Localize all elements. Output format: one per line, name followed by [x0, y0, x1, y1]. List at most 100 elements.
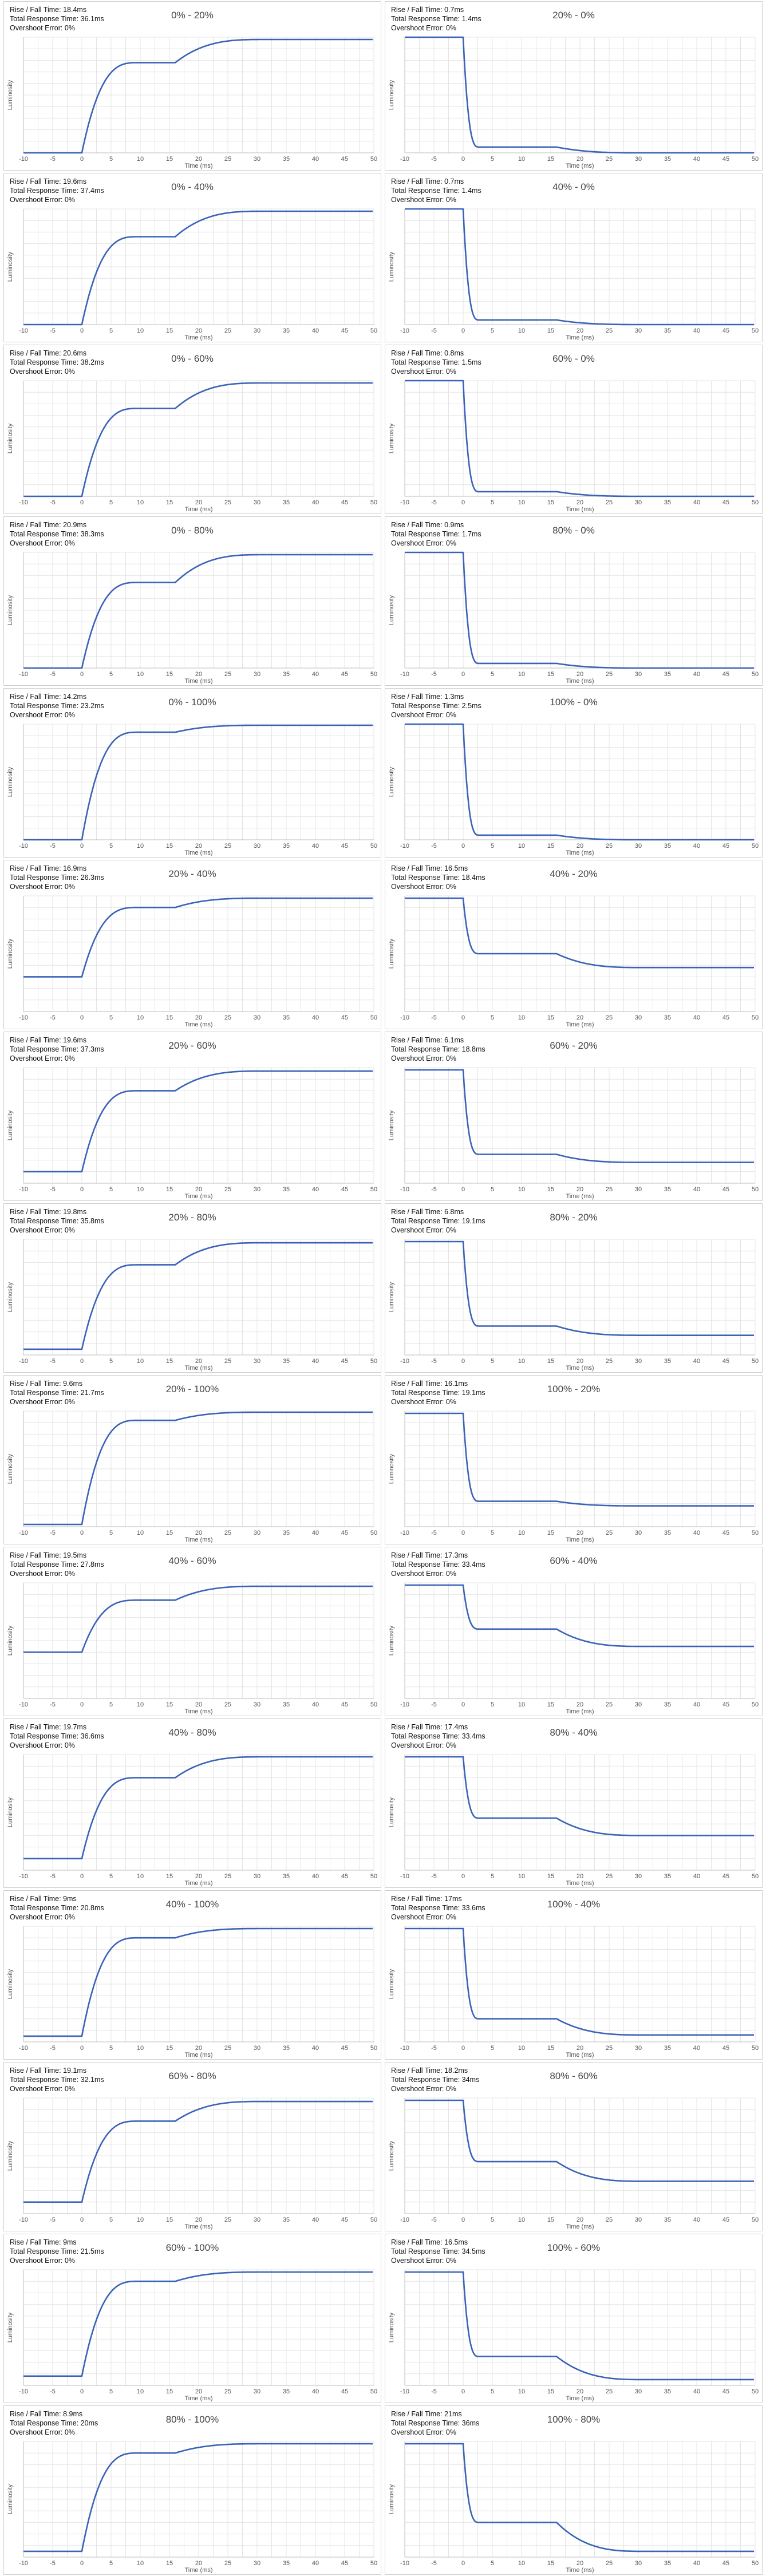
x-tick-label: -10 [19, 1873, 28, 1880]
chart-panel: Rise / Fall Time: 20.6ms Total Response T… [3, 345, 381, 514]
y-axis-label: Luminosity [388, 1625, 395, 1656]
x-axis-label: Time (ms) [566, 678, 594, 685]
stat-overshoot: Overshoot Error: 0% [391, 368, 456, 376]
stat-rise-fall: Rise / Fall Time: 0.7ms [391, 177, 464, 185]
luminosity-series-line [23, 1585, 373, 1653]
chart-panel: Rise / Fall Time: 21ms Total Response Tim… [385, 2405, 763, 2575]
x-tick-label: 20 [577, 499, 583, 506]
x-tick-label: 10 [137, 2388, 144, 2395]
stat-rise-fall: Rise / Fall Time: 19.5ms [10, 1551, 87, 1559]
x-tick-label: 5 [109, 671, 113, 678]
x-tick-label: 15 [547, 1873, 554, 1880]
x-tick-label: 15 [547, 327, 554, 334]
gridlines [404, 37, 756, 153]
x-tick-label: 10 [137, 1186, 144, 1193]
x-tick-label: 5 [109, 843, 113, 850]
chart-title: 0% - 40% [171, 181, 214, 192]
x-tick-label: -5 [431, 2217, 437, 2223]
x-tick-label: 30 [254, 2388, 260, 2395]
x-tick-label: 15 [547, 2045, 554, 2052]
y-axis-label: Luminosity [388, 2484, 395, 2514]
x-tick-label: 40 [693, 1358, 700, 1365]
x-tick-label: 40 [312, 1358, 319, 1365]
x-tick-label: 15 [166, 2217, 173, 2223]
x-tick-label: -10 [400, 2217, 409, 2223]
stat-rise-fall: Rise / Fall Time: 16.9ms [10, 864, 87, 872]
x-tick-label: -5 [50, 1186, 56, 1193]
gridlines [404, 380, 756, 497]
stat-total-response: Total Response Time: 1.4ms [391, 187, 481, 195]
stat-total-response: Total Response Time: 26.3ms [10, 874, 104, 882]
x-tick-label: -5 [431, 1186, 437, 1193]
x-tick-label: 20 [195, 843, 202, 850]
luminosity-series-line [405, 1412, 754, 1507]
stat-total-response: Total Response Time: 34ms [391, 2076, 480, 2084]
chart-svg: -10 -5 0 5 10 15 20 25 30 35 40 45 50 Time (ms) Lumino… [7, 208, 377, 341]
x-tick-label: -5 [431, 671, 437, 678]
chart-panel: Rise / Fall Time: 19.6ms Total Response T… [3, 173, 381, 342]
x-tick-label: 15 [547, 1701, 554, 1708]
x-tick-label: 15 [547, 1014, 554, 1021]
x-tick-label: 50 [370, 1014, 377, 1021]
x-tick-label: 10 [137, 2560, 144, 2567]
chart-panel: Rise / Fall Time: 19.8ms Total Response T… [3, 1203, 381, 1373]
x-tick-label: -5 [50, 1530, 56, 1536]
x-tick-label: 25 [224, 1530, 231, 1536]
x-tick-label: -5 [431, 1873, 437, 1880]
x-axis-label: Time (ms) [566, 334, 594, 341]
x-tick-label: 10 [137, 2045, 144, 2052]
x-tick-label: 5 [491, 2388, 494, 2395]
x-tick-label: 10 [518, 1358, 525, 1365]
x-tick-label: 40 [312, 843, 319, 850]
x-tick-label: 30 [254, 499, 260, 506]
x-tick-label: -10 [400, 1358, 409, 1365]
x-tick-label: 50 [370, 1701, 377, 1708]
x-tick-label: 45 [722, 1701, 729, 1708]
x-tick-label: 15 [166, 1701, 173, 1708]
stat-rise-fall: Rise / Fall Time: 21ms [391, 2410, 462, 2418]
x-tick-label: 40 [312, 2560, 319, 2567]
stats-block: Rise / Fall Time: 17.4ms Total Response T… [391, 1722, 485, 1750]
stat-overshoot: Overshoot Error: 0% [10, 24, 75, 32]
chart-title: 100% - 40% [547, 1899, 601, 1910]
stat-overshoot: Overshoot Error: 0% [391, 2428, 456, 2436]
x-tick-label: 20 [577, 1186, 583, 1193]
x-tick-label: 20 [577, 1014, 583, 1021]
chart-title: 60% - 80% [168, 2071, 216, 2081]
stat-rise-fall: Rise / Fall Time: 16.5ms [391, 864, 468, 872]
luminosity-series-line [23, 1927, 373, 2037]
stat-total-response: Total Response Time: 23.2ms [10, 702, 104, 710]
x-tick-label: 45 [722, 1873, 729, 1880]
x-tick-label: 0 [80, 2217, 84, 2223]
stat-overshoot: Overshoot Error: 0% [391, 196, 456, 204]
x-tick-label: 5 [491, 671, 494, 678]
x-tick-label: 35 [283, 1014, 290, 1021]
stat-rise-fall: Rise / Fall Time: 17ms [391, 1895, 462, 1903]
chart-title: 80% - 40% [550, 1727, 598, 1738]
x-tick-label: 0 [461, 843, 465, 850]
chart-title: 60% - 0% [552, 353, 595, 364]
x-tick-label: 10 [518, 1701, 525, 1708]
x-tick-label: 20 [195, 1873, 202, 1880]
luminosity-series-line [405, 2443, 754, 2553]
x-tick-label: 45 [722, 843, 729, 850]
stats-block: Rise / Fall Time: 19.1ms Total Response T… [10, 2066, 104, 2093]
y-axis-label: Luminosity [7, 423, 14, 453]
stats-block: Rise / Fall Time: 16.1ms Total Response T… [391, 1379, 485, 1406]
chart-svg: -10 -5 0 5 10 15 20 25 30 35 40 45 50 Time (ms) Lumino… [388, 2441, 759, 2574]
x-tick-label: -5 [431, 1014, 437, 1021]
x-tick-label: 40 [312, 1701, 319, 1708]
chart-panel: Rise / Fall Time: 18.4ms Total Response T… [3, 1, 381, 171]
stat-rise-fall: Rise / Fall Time: 6.8ms [391, 1208, 464, 1216]
stat-total-response: Total Response Time: 36.6ms [10, 1732, 104, 1740]
x-tick-label: 20 [195, 2560, 202, 2567]
x-tick-label: 5 [491, 1701, 494, 1708]
x-tick-label: 35 [664, 1701, 671, 1708]
x-tick-label: 35 [664, 2560, 671, 2567]
x-tick-label: 35 [283, 2560, 290, 2567]
x-axis-label: Time (ms) [184, 1708, 212, 1715]
x-tick-label: 40 [312, 671, 319, 678]
x-tick-label: 50 [370, 156, 377, 163]
x-tick-label: 0 [80, 1014, 84, 1021]
x-tick-label: -5 [431, 2045, 437, 2052]
